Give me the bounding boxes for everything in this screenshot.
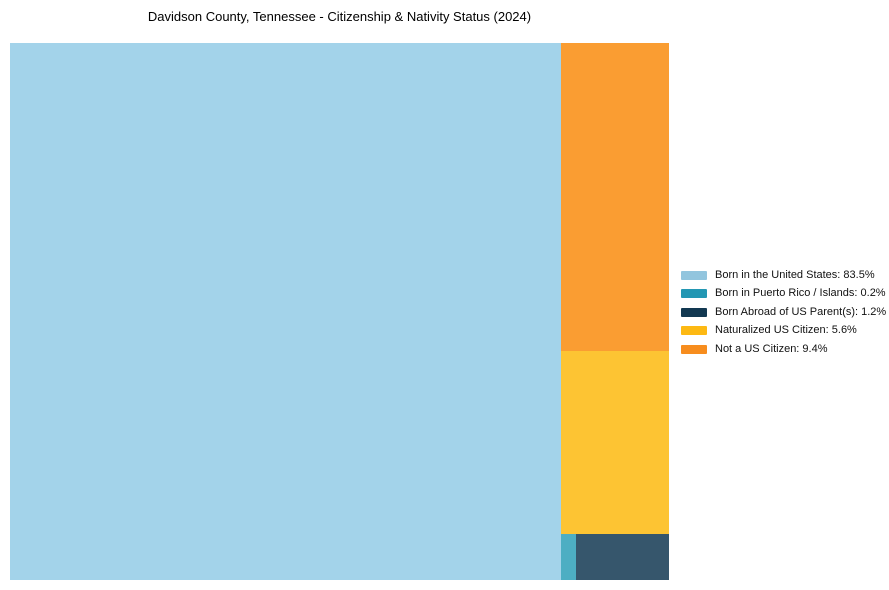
legend-label: Born Abroad of US Parent(s): 1.2%	[715, 305, 887, 318]
legend-item: Born in the United States: 83.5%	[681, 266, 886, 285]
treemap-block-born-in-united-states	[10, 43, 561, 580]
treemap-plot	[10, 43, 669, 580]
treemap-block-not-a-us-citizen	[560, 43, 669, 351]
treemap-block-born-in-puerto-rico-islands	[560, 534, 577, 580]
treemap-block-naturalized-us-citizen	[560, 350, 669, 535]
legend-label: Born in Puerto Rico / Islands: 0.2%	[715, 287, 886, 300]
legend-label: Born in the United States: 83.5%	[715, 268, 875, 281]
legend-swatch-icon	[681, 270, 707, 280]
legend-item: Not a US Citizen: 9.4%	[681, 340, 886, 359]
legend-label: Not a US Citizen: 9.4%	[715, 342, 828, 355]
treemap-block-born-abroad-of-us-parents	[576, 534, 669, 580]
legend-swatch-icon	[681, 326, 707, 336]
legend: Born in the United States: 83.5% Born in…	[681, 266, 886, 359]
legend-swatch-icon	[681, 307, 707, 317]
chart-title: Davidson County, Tennessee - Citizenship…	[147, 9, 532, 24]
legend-item: Born Abroad of US Parent(s): 1.2%	[681, 303, 886, 322]
legend-swatch-icon	[681, 344, 707, 354]
legend-item: Born in Puerto Rico / Islands: 0.2%	[681, 285, 886, 304]
legend-item: Naturalized US Citizen: 5.6%	[681, 322, 886, 341]
legend-label: Naturalized US Citizen: 5.6%	[715, 324, 857, 337]
legend-swatch-icon	[681, 289, 707, 299]
